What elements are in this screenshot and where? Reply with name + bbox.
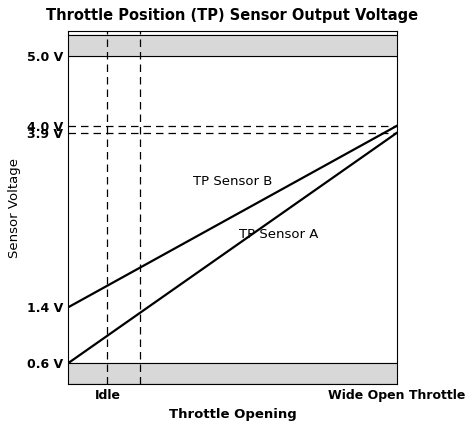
Bar xyxy=(68,363,397,384)
X-axis label: Throttle Opening: Throttle Opening xyxy=(169,408,296,421)
Bar xyxy=(68,35,397,56)
Text: TP Sensor A: TP Sensor A xyxy=(239,227,319,241)
Text: TP Sensor B: TP Sensor B xyxy=(193,175,273,188)
Y-axis label: Sensor Voltage: Sensor Voltage xyxy=(9,158,21,258)
Title: Throttle Position (TP) Sensor Output Voltage: Throttle Position (TP) Sensor Output Vol… xyxy=(46,8,419,23)
